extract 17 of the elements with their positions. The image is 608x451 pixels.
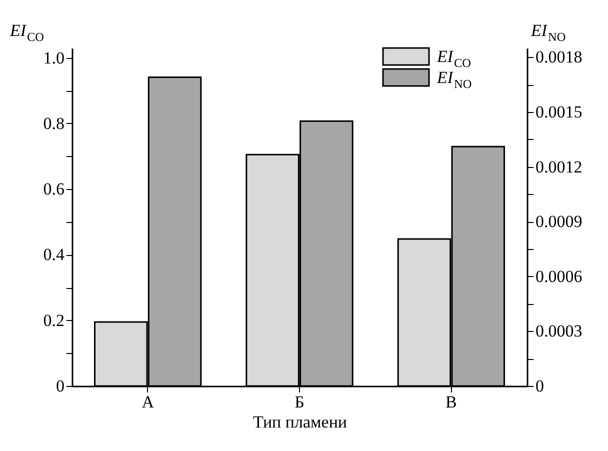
- y-tick-label: 0.6: [43, 180, 64, 199]
- y2-tick-label: 0: [536, 376, 544, 396]
- y-tick-label: 0.8: [43, 114, 64, 133]
- x-tick-label: А: [142, 392, 155, 412]
- y2-tick-label: 0.0012: [536, 157, 582, 176]
- x-tick-label: В: [445, 392, 457, 412]
- y-tick-label: 0.4: [43, 245, 65, 264]
- x-tick-label: Б: [294, 392, 304, 412]
- y-tick-label: 0: [56, 376, 64, 396]
- y2-tick-label: 0.0009: [536, 212, 582, 232]
- y-tick-label: 0.2: [43, 310, 64, 330]
- y2-tick-label: 0.0018: [536, 48, 582, 67]
- x-axis-title: Тип пламени: [252, 412, 348, 432]
- y2-tick-label: 0.0003: [536, 322, 582, 341]
- y2-tick-label: 0.0015: [536, 102, 582, 122]
- y2-tick-label: 0.0006: [536, 266, 582, 286]
- y-tick-label: 1.0: [43, 48, 64, 68]
